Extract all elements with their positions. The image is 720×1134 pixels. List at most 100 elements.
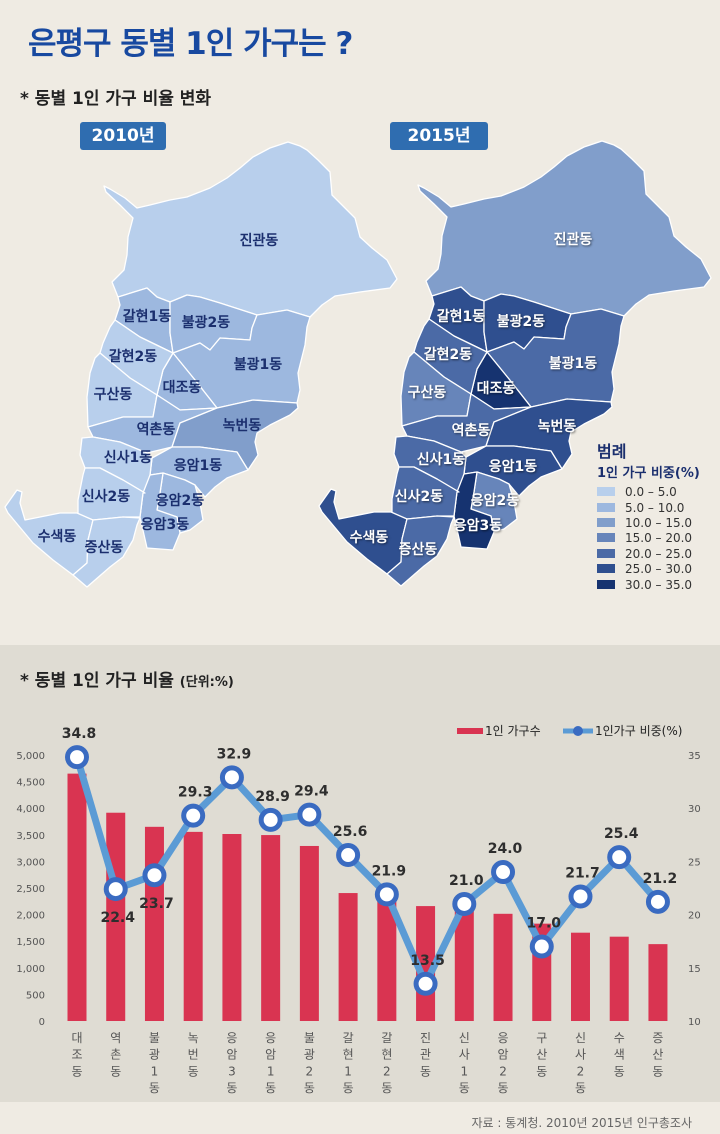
legend-swatch (597, 487, 615, 496)
x-tick-char: 관 (420, 1048, 431, 1062)
legend-range: 30.0 – 35.0 (625, 578, 692, 592)
y-right-tick: 25 (688, 857, 701, 868)
x-tick-char: 동 (614, 1064, 625, 1078)
bar (338, 893, 358, 1021)
region-label: 대조동 (163, 380, 202, 396)
bar (299, 845, 319, 1021)
x-tick-char: 동 (149, 1081, 160, 1095)
data-label: 21.7 (565, 866, 600, 882)
data-label: 29.4 (294, 784, 329, 800)
x-tick-char: 응 (498, 1031, 509, 1045)
region-label: 신사1동 (417, 452, 466, 468)
data-label: 29.3 (178, 785, 213, 801)
data-label: 13.5 (410, 953, 445, 969)
x-tick-char: 조 (71, 1048, 82, 1062)
year-badge-2010: 2010년 (80, 122, 166, 150)
data-label: 32.9 (217, 746, 252, 762)
x-tick-char: 녹 (188, 1031, 199, 1045)
x-tick-char: 신 (459, 1031, 470, 1045)
x-tick-char: 진 (420, 1031, 431, 1045)
x-tick-char: 1 (344, 1064, 352, 1078)
y-left-tick: 2,000 (16, 911, 45, 922)
region-label: 불광2동 (182, 314, 231, 331)
x-tick-char: 1 (267, 1064, 275, 1078)
legend-swatch (597, 503, 615, 512)
line-marker (374, 882, 399, 907)
bar (261, 835, 281, 1021)
region-label: 갈현2동 (109, 349, 158, 365)
line-marker (491, 860, 516, 885)
y-left-tick: 1,000 (16, 964, 45, 975)
region-label: 응암2동 (471, 492, 520, 509)
y-right-tick: 35 (688, 751, 701, 762)
region-label: 진관동 (240, 232, 279, 249)
x-tick-char: 동 (420, 1064, 431, 1078)
x-tick-char: 신 (575, 1031, 586, 1045)
x-tick-char: 역 (110, 1031, 121, 1045)
line-marker (181, 803, 206, 828)
region-label: 구산동 (408, 384, 447, 401)
data-label: 24.0 (488, 841, 523, 857)
x-tick-char: 현 (381, 1048, 392, 1062)
legend-swatch (597, 533, 615, 542)
x-tick-char: 산 (652, 1048, 663, 1062)
x-tick-char: 2 (383, 1064, 391, 1078)
page-title: 은평구 동별 1인 가구는 ? (28, 26, 353, 62)
x-tick-char: 동 (575, 1081, 586, 1095)
legend-range: 15.0 – 20.0 (625, 531, 692, 545)
region-label: 신사2동 (82, 489, 131, 505)
x-tick-char: 광 (304, 1048, 315, 1062)
line-marker (65, 745, 89, 770)
data-label: 25.4 (604, 826, 639, 842)
region-label: 진관동 (554, 231, 593, 248)
y-left-tick: 3,000 (16, 857, 45, 868)
x-tick-char: 대 (71, 1031, 82, 1045)
map-legend: 범례 1인 가구 비중(%) 0.0 – 5.0 5.0 – 10.0 10.0… (597, 442, 700, 592)
x-tick-char: 산 (536, 1048, 547, 1062)
data-label: 21.0 (449, 873, 484, 889)
region-label: 응암1동 (174, 457, 223, 474)
line-marker (219, 765, 244, 790)
y-left-tick: 5,000 (16, 751, 45, 762)
x-tick-char: 동 (71, 1064, 82, 1078)
legend-swatch (597, 518, 615, 527)
region-label: 녹번동 (538, 419, 577, 435)
line-marker (645, 889, 670, 914)
bar (67, 773, 87, 1021)
y-left-tick: 0 (39, 1017, 45, 1028)
y-left-tick: 4,500 (16, 778, 45, 789)
y-left-tick: 4,000 (16, 804, 45, 815)
bar (454, 909, 474, 1021)
x-tick-char: 암 (226, 1048, 237, 1062)
data-label: 21.9 (372, 863, 407, 879)
x-tick-char: 동 (459, 1081, 470, 1095)
region-label: 역촌동 (452, 422, 491, 439)
legend-title: 범례 (597, 442, 626, 461)
legend-subtitle: 1인 가구 비중(%) (597, 465, 700, 481)
region-label: 증산동 (399, 541, 438, 558)
region-label: 불광1동 (549, 355, 598, 372)
y-right-tick: 30 (688, 804, 701, 815)
legend-swatch (597, 564, 615, 573)
chart-title-text: * 동별 1인 가구 비율 (20, 671, 180, 691)
x-tick-char: 구 (536, 1031, 547, 1045)
legend-range: 20.0 – 25.0 (625, 547, 692, 561)
y-left-tick: 1,500 (16, 937, 45, 948)
map-2010: 진관동 갈현1동 불광2동 갈현2동 불광1동 대조동 구산동 역촌동 녹번동 … (4, 141, 398, 588)
bar (648, 944, 668, 1021)
x-tick-char: 현 (343, 1048, 354, 1062)
y-right-tick: 20 (688, 911, 701, 922)
bar (183, 831, 203, 1021)
legend-range: 0.0 – 5.0 (625, 485, 677, 499)
x-tick-char: 동 (381, 1081, 392, 1095)
x-tick-char: 증 (652, 1031, 663, 1045)
x-tick-char: 수 (614, 1031, 625, 1045)
x-tick-char: 2 (577, 1064, 585, 1078)
region-label: 응암2동 (156, 492, 205, 509)
x-tick-char: 동 (652, 1064, 663, 1078)
chart-section-title: * 동별 1인 가구 비율 (단위:%) (20, 666, 234, 691)
line-marker (529, 934, 554, 959)
x-tick-char: 동 (226, 1081, 237, 1095)
line-marker (258, 807, 283, 832)
x-tick-char: 1 (460, 1064, 468, 1078)
